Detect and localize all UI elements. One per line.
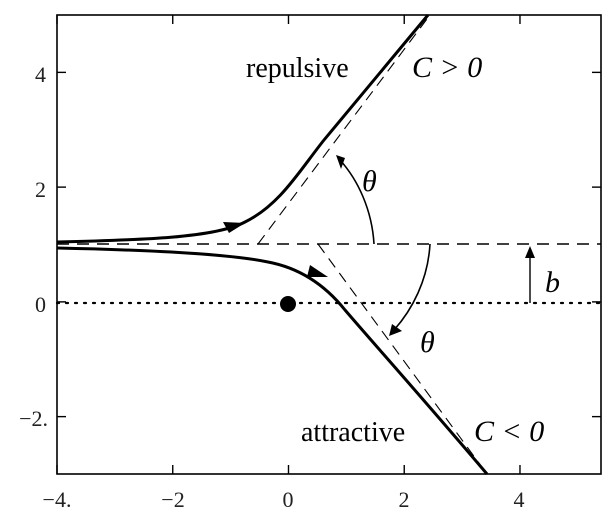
y-tick-label: 0 (35, 292, 46, 317)
tick-marks (56, 15, 601, 474)
y-tick-label: −2. (19, 406, 48, 431)
x-tick-label: −2 (161, 487, 184, 512)
label-attractive: attractive (301, 417, 405, 448)
theta-upper-arrowhead (336, 155, 345, 169)
repulsive-direction-arrow (223, 222, 245, 233)
x-tick-label: 2 (399, 487, 410, 512)
x-tick-label: 4 (514, 487, 525, 512)
label-theta-lower: θ (420, 326, 435, 359)
theta-upper-arc (339, 159, 375, 245)
x-tick-label: −4. (43, 487, 72, 512)
scattering-center (280, 296, 296, 312)
x-tick-labels: −4. −2 0 2 4 (43, 487, 525, 512)
label-theta-upper: θ (362, 165, 377, 198)
x-tick-label: 0 (283, 487, 294, 512)
attractive-trajectory (56, 246, 489, 475)
b-arrowhead (525, 246, 535, 258)
attractive-direction-arrow (307, 265, 328, 277)
y-tick-label: 2 (35, 177, 46, 202)
repulsive-trajectory (56, 14, 430, 244)
label-b: b (545, 266, 560, 299)
repulsive-asymptote (257, 14, 431, 245)
y-tick-labels: 4 2 0 −2. (19, 62, 48, 431)
attractive-asymptote (317, 243, 488, 475)
theta-lower-arc (393, 243, 431, 331)
label-c-positive: C > 0 (412, 51, 482, 84)
theta-lower-arrowhead (389, 324, 402, 336)
label-c-negative: C < 0 (474, 415, 544, 448)
label-repulsive: repulsive (246, 53, 349, 84)
y-tick-label: 4 (35, 62, 46, 87)
